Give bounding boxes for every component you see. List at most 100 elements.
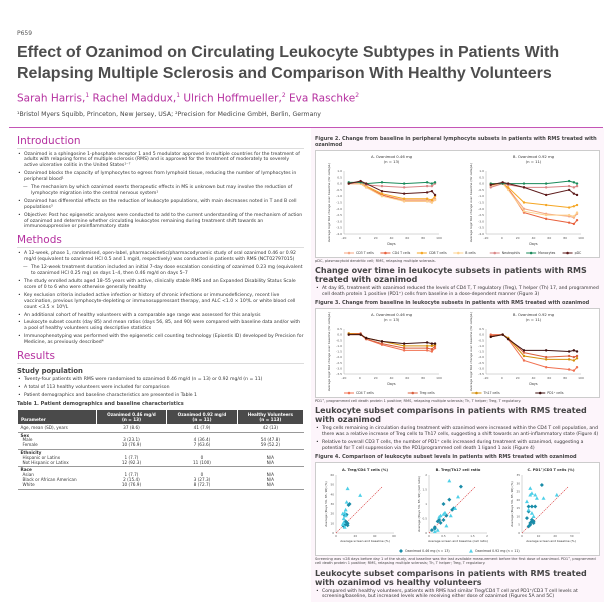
- diamond-point: [530, 504, 534, 508]
- data-point: [434, 342, 436, 344]
- data-point: [576, 193, 578, 195]
- figure4-footnote: Screening was <28 days before day 1 of t…: [315, 557, 600, 566]
- data-point: [426, 184, 428, 186]
- table-header-cell: Parameter: [18, 409, 97, 424]
- data-point: [426, 191, 428, 193]
- data-point: [434, 181, 436, 183]
- panel-title: A. Treg/CD4 T cells (%): [342, 468, 388, 472]
- x-tick-label: 0: [359, 376, 361, 380]
- y-tick-label: -1.5: [336, 200, 342, 204]
- y-tick-label: -0.5: [478, 338, 484, 342]
- panel-n: (n = 13): [384, 159, 400, 164]
- y-tick-label: -2.5: [478, 360, 484, 364]
- x-tick-label: 0: [501, 236, 503, 240]
- data-point: [490, 183, 492, 185]
- bullet-item: Relative to overall CD3 T cells, the num…: [315, 440, 600, 452]
- legend-label: CD4 T cells: [356, 391, 374, 395]
- figure3-footnote: PD1⁺, programmed cell death protein 1 po…: [315, 399, 600, 403]
- data-point: [365, 182, 367, 184]
- x-tick-label: 0: [428, 534, 430, 538]
- legend-marker: [411, 391, 414, 394]
- data-point: [381, 189, 383, 191]
- triangle-point: [528, 486, 532, 490]
- author-list: Sarah Harris,1 Rachel Maddux,1 Ulrich Ho…: [17, 89, 595, 106]
- y-tick-label: 0.5: [423, 516, 428, 520]
- x-axis-label: Average screen and baseline (%): [526, 539, 576, 543]
- data-point: [431, 342, 433, 344]
- y-tick-label: 1.5: [423, 487, 428, 491]
- y-tick-label: -2.0: [478, 355, 484, 359]
- data-point: [507, 338, 509, 340]
- section-vs-healthy-heading: Leukocyte subset comparisons in patients…: [315, 569, 600, 587]
- poster-header: P659 Effect of Ozanimod on Circulating L…: [0, 0, 612, 119]
- data-point: [381, 195, 383, 197]
- y-tick-label: -2.5: [336, 360, 342, 364]
- data-point: [365, 186, 367, 188]
- x-tick-label: 10: [537, 534, 541, 538]
- panel-n: (n = 11): [526, 159, 542, 164]
- y-tick-label: 60: [330, 473, 334, 477]
- left-column: Introduction Ozanimod is a sphingosine 1…: [17, 131, 304, 490]
- table-cell-value: 10 (76.9): [99, 483, 163, 488]
- y-tick-label: 0.5: [479, 327, 484, 331]
- author-affiliation-mark: 2: [355, 92, 359, 99]
- x-axis-label: Days: [387, 382, 396, 386]
- x-tick-label: 20: [516, 376, 520, 380]
- y-tick-label: -2.5: [336, 213, 342, 217]
- data-point: [348, 333, 350, 335]
- y-axis-label: Average log2 fold change over baseline (…: [327, 162, 331, 241]
- y-tick-label: 0.0: [337, 332, 342, 336]
- data-point: [426, 197, 428, 199]
- table-cell: 54 (47.8)59 (52.2): [237, 432, 303, 449]
- data-point: [545, 217, 547, 219]
- y-tick-label: 0.5: [337, 327, 342, 331]
- data-point: [426, 349, 428, 351]
- data-point: [359, 333, 361, 335]
- table-cell-value: 42 (13): [240, 426, 300, 431]
- table-cell-value: 59 (52.2): [240, 443, 300, 448]
- x-tick-label: 0: [501, 376, 503, 380]
- x-tick-label: 40: [532, 236, 536, 240]
- x-tick-label: 100: [578, 236, 584, 240]
- diamond-point: [540, 483, 544, 487]
- data-point: [573, 359, 575, 361]
- table-header-cell: Ozanimod 0.92 mg/d (n = 11): [167, 409, 237, 424]
- x-tick-label: 60: [547, 236, 551, 240]
- bullet-item: Objective: Post hoc epigenetic analyses …: [17, 213, 304, 231]
- x-tick-label: 0: [335, 534, 337, 538]
- panel-title: B. Treg/Th17 cell ratio: [436, 468, 481, 472]
- section-change-bullets: At day 85, treatment with ozanimod reduc…: [315, 286, 600, 298]
- author-affiliation-mark: 2: [282, 92, 286, 99]
- triangle-point: [449, 513, 453, 517]
- data-point: [403, 344, 405, 346]
- panel-title: C. PD1⁺/CD3 T cells (%): [528, 468, 575, 472]
- legend-label: Ozanimod 0.92 mg (n = 11): [475, 549, 520, 553]
- figure2-footnote: pDC, plasmacytoid dendritic cell; RMS, r…: [315, 259, 600, 263]
- x-tick-label: 80: [563, 376, 567, 380]
- y-axis-label: Average (Days 56, 85, 90) (%): [510, 481, 514, 526]
- y-tick-label: 0.5: [479, 175, 484, 179]
- data-point: [545, 186, 547, 188]
- data-point: [545, 182, 547, 184]
- y-tick-label: -2.0: [336, 355, 342, 359]
- data-point: [523, 186, 525, 188]
- x-tick-label: 80: [421, 236, 425, 240]
- bullet-item: A total of 113 healthy volunteers were i…: [17, 385, 304, 391]
- y-tick-label: 20: [330, 511, 334, 515]
- data-point: [403, 349, 405, 351]
- section-subset-bullets: Treg cells remaining in circulation duri…: [315, 426, 600, 452]
- diamond-point: [447, 497, 451, 501]
- y-tick-label: 15: [516, 506, 520, 510]
- legend-label: Ozanimod 0.46 mg (n = 13): [405, 549, 450, 553]
- data-point: [573, 349, 575, 351]
- triangle-point: [535, 496, 539, 500]
- author-name: Ulrich Hoffmueller,: [183, 93, 281, 105]
- table-cell-value: Age, mean (SD), years: [21, 426, 94, 431]
- y-tick-label: 1: [425, 502, 427, 506]
- table-cell: 41 (7.9): [167, 424, 237, 432]
